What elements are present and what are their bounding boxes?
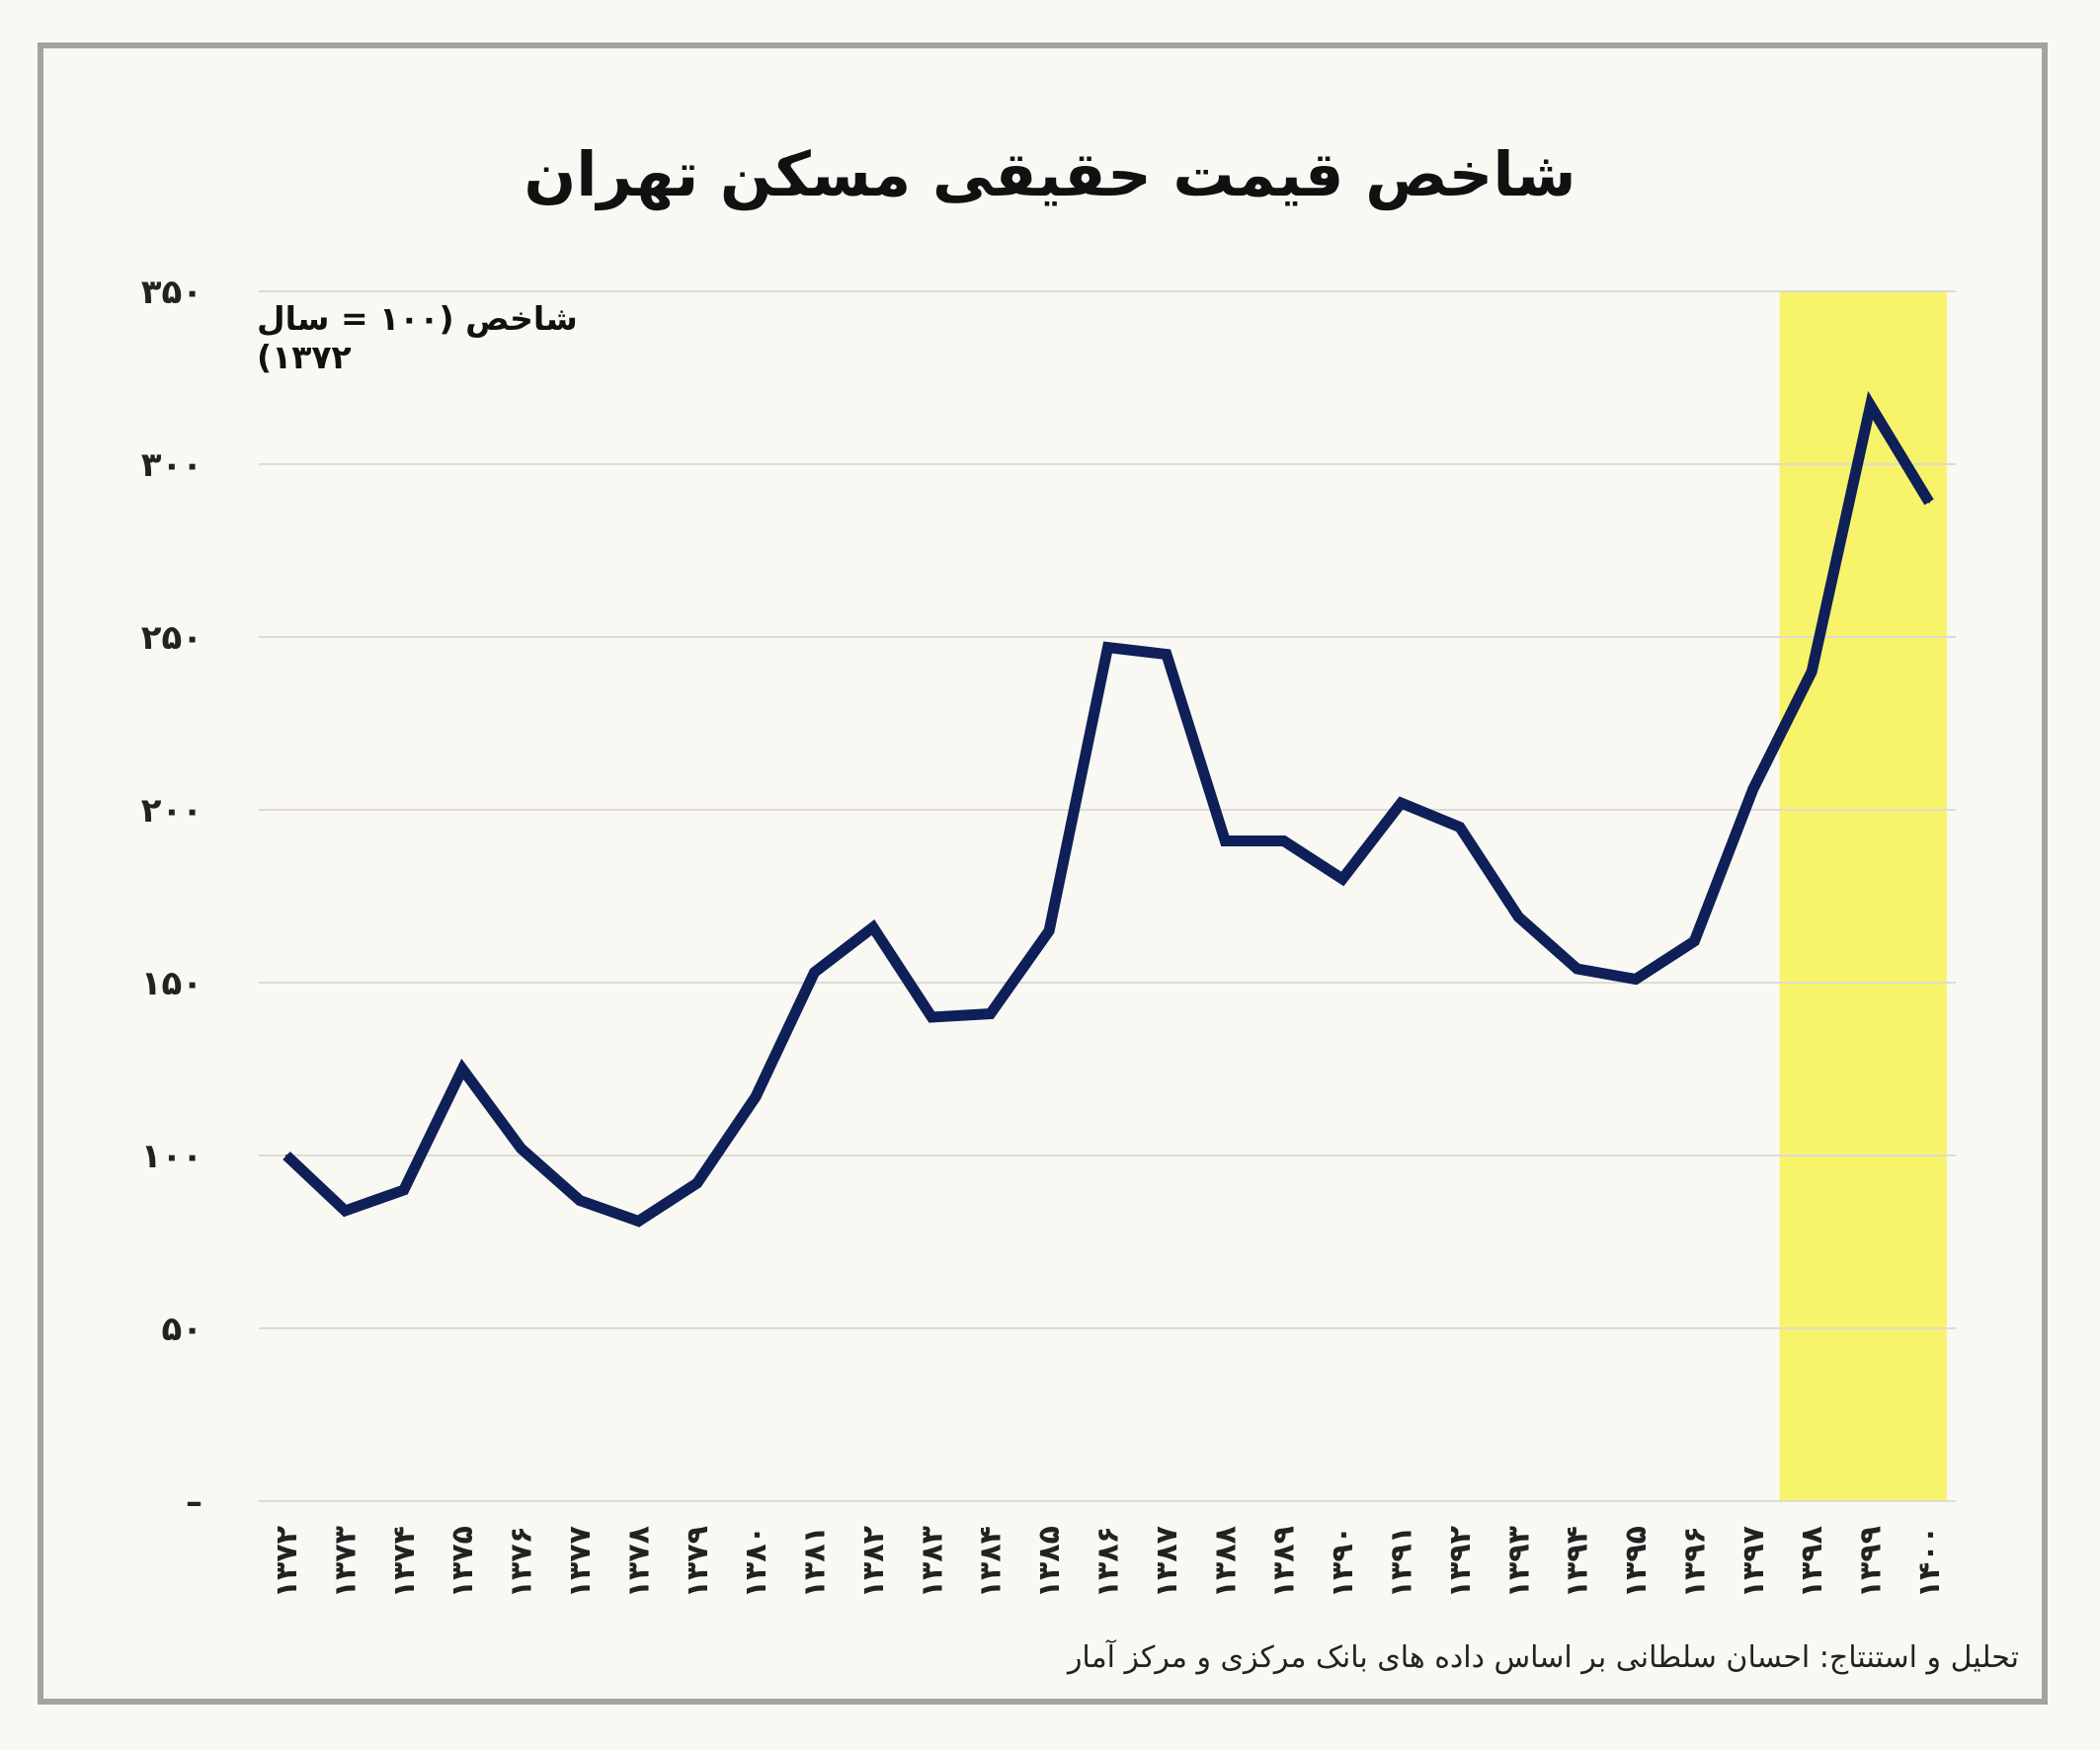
- data-point: [813, 971, 816, 974]
- x-tick-label: ۱۳۹۱: [1384, 1526, 1418, 1598]
- x-tick-label: ۱۳۸۵: [1032, 1526, 1067, 1598]
- x-tick-label: ۱۳۷۶: [505, 1526, 539, 1598]
- data-point: [1165, 653, 1168, 656]
- x-tick-label: ۱۳۷۵: [445, 1526, 480, 1598]
- x-tick-label: ۱۳۷۴: [387, 1526, 422, 1598]
- x-tick-label: ۱۳۹۶: [1677, 1526, 1712, 1598]
- x-tick-label: ۱۳۷۹: [681, 1526, 715, 1598]
- data-point: [402, 1189, 405, 1191]
- data-point: [1106, 646, 1109, 649]
- y-tick-label: ۱۰۰: [141, 1137, 202, 1176]
- data-point: [520, 1148, 523, 1150]
- y-tick-label: ۲۰۰: [141, 791, 202, 831]
- x-tick-label: ۱۳۹۲: [1443, 1526, 1478, 1598]
- data-point: [344, 1210, 347, 1212]
- data-point: [1928, 501, 1930, 504]
- data-point: [1575, 968, 1578, 970]
- x-tick-label: ۱۳۸۸: [1208, 1526, 1243, 1598]
- data-point: [1458, 826, 1461, 829]
- x-tick-label: ۱۳۹۰: [1326, 1526, 1360, 1598]
- data-point: [578, 1199, 581, 1202]
- x-tick-label: ۱۳۹۸: [1795, 1526, 1829, 1598]
- source-note: تحلیل و استنتاج: احسان سلطانی بر اساس دا…: [1067, 1640, 2019, 1675]
- x-tick-label: ۱۳۸۷: [1150, 1526, 1184, 1598]
- x-tick-label: ۱۳۹۷: [1737, 1526, 1771, 1598]
- x-tick-label: ۱۳۸۲: [856, 1526, 891, 1598]
- x-tick-label: ۱۴۰۰: [1912, 1526, 1947, 1598]
- data-point: [1400, 802, 1403, 804]
- data-point: [637, 1220, 640, 1223]
- x-tick-label: ۱۳۸۴: [974, 1526, 1009, 1598]
- data-point: [1224, 839, 1227, 842]
- x-tick-label: ۱۳۷۳: [328, 1526, 363, 1598]
- data-point: [1635, 978, 1638, 981]
- data-point: [1048, 929, 1051, 932]
- data-point: [871, 926, 874, 928]
- y-axis-unit-label: شاخص (۱۰۰ = سال ۱۳۷۲): [257, 299, 578, 376]
- data-point: [695, 1182, 698, 1184]
- y-tick-label: ۱۵۰: [141, 964, 202, 1003]
- x-tick-label: ۱۳۷۲: [270, 1526, 304, 1598]
- chart-title: شاخص قیمت حقیقی مسکن تهران: [524, 138, 1576, 210]
- data-point: [755, 1095, 758, 1098]
- x-tick-label: ۱۳۸۶: [1091, 1526, 1126, 1598]
- x-tick-label: ۱۳۷۸: [621, 1526, 656, 1598]
- data-point: [1869, 404, 1872, 407]
- x-tick-label: ۱۳۹۴: [1561, 1526, 1595, 1598]
- data-point: [1517, 915, 1520, 918]
- data-point: [461, 1068, 464, 1071]
- series-line: [283, 390, 1934, 1228]
- x-tick-label: ۱۳۸۹: [1267, 1526, 1302, 1598]
- y-tick-label: ۵۰: [161, 1310, 202, 1349]
- x-tick-label: ۱۳۸۰: [739, 1526, 773, 1598]
- data-point: [1282, 839, 1285, 842]
- x-tick-label: ۱۳۹۵: [1619, 1526, 1654, 1598]
- data-point: [1751, 788, 1754, 790]
- data-point: [1341, 878, 1344, 880]
- data-point: [930, 1016, 933, 1018]
- y-tick-label: ۳۵۰: [141, 273, 202, 312]
- y-tick-label: –: [186, 1482, 202, 1522]
- data-point: [989, 1012, 992, 1015]
- data-point: [1811, 671, 1814, 673]
- x-tick-label: ۱۳۸۱: [798, 1526, 833, 1598]
- y-tick-label: ۲۵۰: [141, 618, 202, 658]
- highlight-band: [1779, 291, 1947, 1501]
- x-tick-label: ۱۳۷۷: [563, 1526, 598, 1598]
- data-point: [1693, 940, 1696, 942]
- x-tick-label: ۱۳۹۹: [1854, 1526, 1889, 1598]
- data-point: [285, 1154, 287, 1156]
- y-tick-label: ۳۰۰: [141, 445, 202, 485]
- x-tick-label: ۱۳۸۳: [915, 1526, 949, 1598]
- x-tick-label: ۱۳۹۳: [1501, 1526, 1536, 1598]
- chart-frame: [38, 42, 2048, 1705]
